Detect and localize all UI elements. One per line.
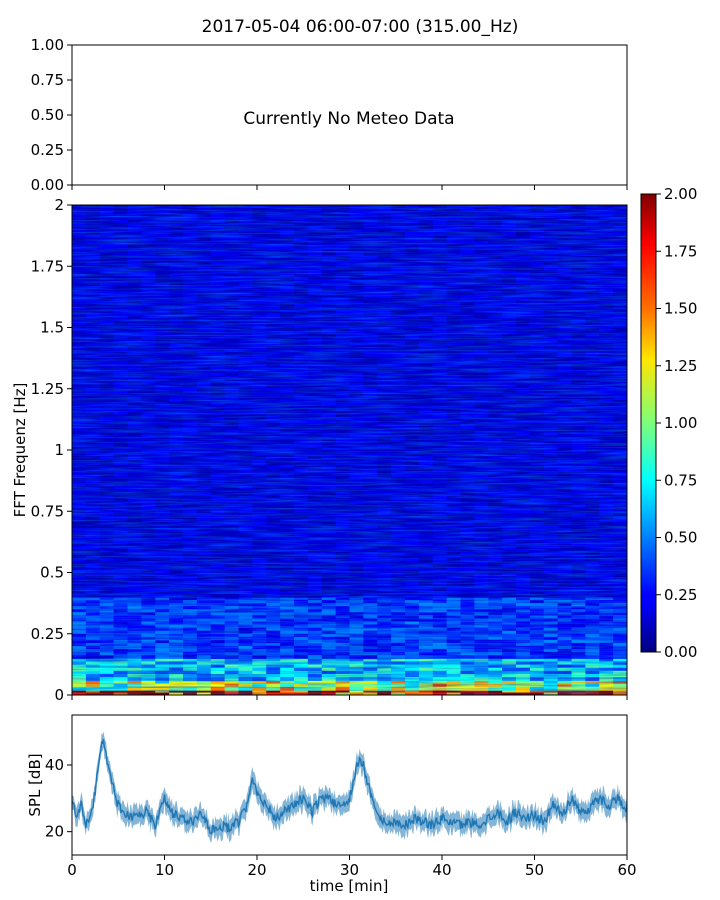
meteo-x-axis [71, 185, 628, 190]
meteo-y-tick-label: 0.50 [31, 106, 64, 124]
meteo-y-tick-label: 1.00 [31, 36, 64, 54]
meteo-annotation: Currently No Meteo Data [243, 109, 454, 129]
figure-title: 2017-05-04 06:00-07:00 (315.00_Hz) [202, 17, 519, 37]
meteo-y-tick-label: 0.25 [31, 141, 64, 159]
meteo-y-axis: 0.00 0.25 0.50 0.75 1.00 [31, 36, 72, 194]
meteo-y-tick-label: 0.75 [31, 71, 64, 89]
meteo-panel: Currently No Meteo Data 0.00 0.25 0.50 0.75… [31, 36, 628, 194]
meteo-y-tick-label: 0.00 [31, 176, 64, 194]
